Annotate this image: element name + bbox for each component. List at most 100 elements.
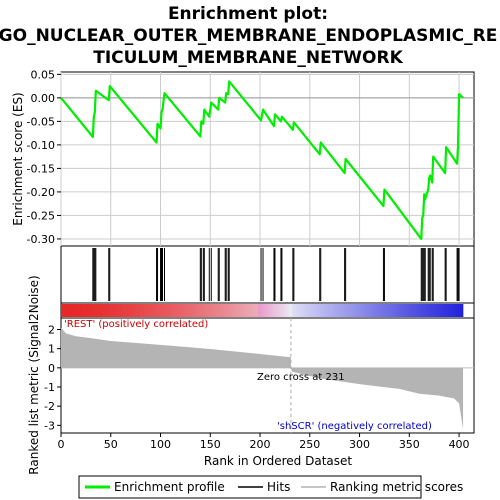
heatmap-cell-129 <box>317 304 321 317</box>
heatmap-cell-185 <box>429 304 432 317</box>
heatmap-cell-115 <box>289 304 293 317</box>
heatmap-cell-190 <box>439 304 442 317</box>
heatmap-cell-179 <box>417 304 420 317</box>
heatmap-cell-128 <box>315 304 319 317</box>
heatmap-cell-51 <box>162 304 165 317</box>
heatmap-cell-138 <box>335 304 338 317</box>
heatmap-cell-158 <box>375 304 378 317</box>
heatmap-cell-151 <box>361 304 364 317</box>
heatmap-cell-127 <box>313 304 317 317</box>
heatmap-cell-91 <box>242 304 245 317</box>
heatmap-cell-164 <box>387 304 390 317</box>
es-line-group <box>60 80 464 241</box>
metric-ytick-label-4: -2 <box>44 400 55 413</box>
chart-title-line-1: Enrichment plot: <box>168 4 328 24</box>
heatmap-cell-69 <box>198 304 201 317</box>
x-axis-label: Rank in Ordered Dataset <box>204 454 352 468</box>
heatmap-cell-57 <box>174 304 177 317</box>
heatmap-cell-106 <box>271 304 275 317</box>
heatmap-cell-40 <box>140 304 143 317</box>
heatmap-cell-108 <box>275 304 279 317</box>
heatmap-cell-199 <box>457 304 460 317</box>
heatmap-cell-27 <box>114 304 118 317</box>
metric-group <box>61 318 474 433</box>
heatmap-cell-143 <box>345 304 348 317</box>
heatmap-cell-123 <box>305 304 309 317</box>
hits-panel-frame <box>60 245 475 304</box>
heatmap-cell-36 <box>132 304 135 317</box>
heatmap-cell-100 <box>260 304 263 317</box>
heatmap-cell-126 <box>311 304 315 317</box>
heatmap-cell-173 <box>405 304 408 317</box>
heatmap-cell-156 <box>371 304 374 317</box>
heatmap-cell-132 <box>323 304 327 317</box>
heatmap-cell-176 <box>411 304 414 317</box>
es-ytick-label-0: 0.05 <box>31 68 56 81</box>
heatmap-cell-23 <box>106 304 110 317</box>
metric-y-axis: 2 1 0 -1 -2 -3 <box>44 324 61 432</box>
heatmap-cell-172 <box>403 304 406 317</box>
heatmap-cell-60 <box>180 304 183 317</box>
heatmap-cell-109 <box>277 304 281 317</box>
heatmap-cell-47 <box>154 304 157 317</box>
heatmap-cell-29 <box>118 304 122 317</box>
heatmap-cell-41 <box>142 304 145 317</box>
heatmap-cell-88 <box>236 304 239 317</box>
heatmap-cell-22 <box>104 304 108 317</box>
heatmap-cell-136 <box>331 304 334 317</box>
es-y-axis-label: Enrichment score (ES) <box>11 92 25 225</box>
heatmap-cell-74 <box>208 304 211 317</box>
heatmap-cell-114 <box>287 304 291 317</box>
metric-ytick-label-1: 1 <box>48 343 55 356</box>
heatmap-cell-63 <box>186 304 189 317</box>
heatmap-cell-49 <box>158 304 161 317</box>
metric-ytick-label-2: 0 <box>48 362 55 375</box>
heatmap-cell-170 <box>399 304 402 317</box>
heatmap-cell-167 <box>393 304 396 317</box>
heatmap-cell-112 <box>283 304 287 317</box>
legend-metric-label: Ranking metric scores <box>330 480 463 494</box>
chart-title-line-3: TICULUM_MEMBRANE_NETWORK <box>93 48 403 68</box>
heatmap-cell-55 <box>170 304 173 317</box>
heatmap-cell-165 <box>389 304 392 317</box>
heatmap-cell-116 <box>291 304 295 317</box>
heatmap-cell-149 <box>357 304 360 317</box>
heatmap-cell-0 <box>61 304 64 317</box>
heatmap-cell-59 <box>178 304 181 317</box>
heatmap-cell-175 <box>409 304 412 317</box>
heatmap-cell-95 <box>250 304 253 317</box>
heatmap-cell-9 <box>78 304 82 317</box>
heatmap-cell-113 <box>285 304 289 317</box>
heatmap-cell-131 <box>321 304 325 317</box>
heatmap-cell-78 <box>216 304 219 317</box>
heatmap-cell-89 <box>238 304 241 317</box>
heatmap-cell-83 <box>226 304 229 317</box>
heatmap-cell-161 <box>381 304 384 317</box>
heatmap-cell-90 <box>240 304 243 317</box>
heatmap-cell-64 <box>188 304 191 317</box>
xtick-label-4: 200 <box>250 438 271 451</box>
heatmap-cell-120 <box>299 304 303 317</box>
heatmap-cell-130 <box>319 304 323 317</box>
heatmap-cell-80 <box>220 304 223 317</box>
heatmap-cell-133 <box>325 304 329 317</box>
hits-group <box>92 248 460 301</box>
heatmap-cell-98 <box>256 304 259 317</box>
metric-ytick-label-3: -1 <box>44 381 55 394</box>
heatmap-cell-157 <box>373 304 376 317</box>
heatmap-cell-42 <box>144 304 147 317</box>
heatmap-cell-103 <box>266 304 269 317</box>
metric-ytick-label-5: -3 <box>44 419 55 432</box>
heatmap-cell-177 <box>413 304 416 317</box>
legend-enrichment-label: Enrichment profile <box>114 480 225 494</box>
heatmap-cell-195 <box>449 304 452 317</box>
heatmap-cell-147 <box>353 304 356 317</box>
heatmap-cell-3 <box>66 304 70 317</box>
heatmap-cell-11 <box>82 304 86 317</box>
heatmap-cell-13 <box>86 304 90 317</box>
heatmap-cell-191 <box>441 304 444 317</box>
heatmap-cell-14 <box>88 304 92 317</box>
heatmap-cell-44 <box>148 304 151 317</box>
heatmap-cell-198 <box>455 304 458 317</box>
